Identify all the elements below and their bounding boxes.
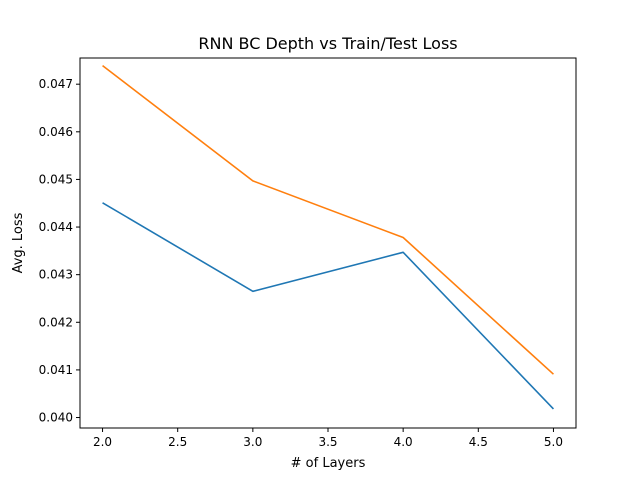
x-axis: 2.0 2.5 3.0 3.5 4.0 4.5 5.0	[93, 428, 563, 449]
y-tick-label: 0.046	[39, 125, 73, 139]
y-tick-label: 0.041	[39, 363, 73, 377]
x-tick-label: 2.5	[168, 435, 187, 449]
series-line-2	[102, 64, 554, 375]
plot-frame	[79, 57, 577, 429]
x-tick-label: 3.0	[243, 435, 262, 449]
x-axis-label: # of Layers	[291, 456, 366, 471]
series-layer	[102, 64, 555, 410]
y-axis: 0.040 0.041 0.042 0.043 0.044 0.045 0.046 0.047	[39, 77, 80, 425]
x-tick-label: 3.5	[318, 435, 337, 449]
x-tick-label: 4.0	[394, 435, 413, 449]
x-tick-label: 4.5	[469, 435, 488, 449]
y-tick-label: 0.042	[39, 315, 73, 329]
y-tick-label: 0.047	[39, 77, 73, 91]
y-axis-label: Avg. Loss	[11, 212, 26, 273]
chart-title: RNN BC Depth vs Train/Test Loss	[198, 34, 457, 53]
y-tick-label: 0.045	[39, 172, 73, 186]
y-tick-label: 0.040	[39, 411, 73, 425]
series-line-1	[102, 202, 555, 410]
y-tick-label: 0.043	[39, 268, 73, 282]
x-tick-label: 5.0	[544, 435, 563, 449]
x-tick-label: 2.0	[93, 435, 112, 449]
y-tick-label: 0.044	[39, 220, 73, 234]
